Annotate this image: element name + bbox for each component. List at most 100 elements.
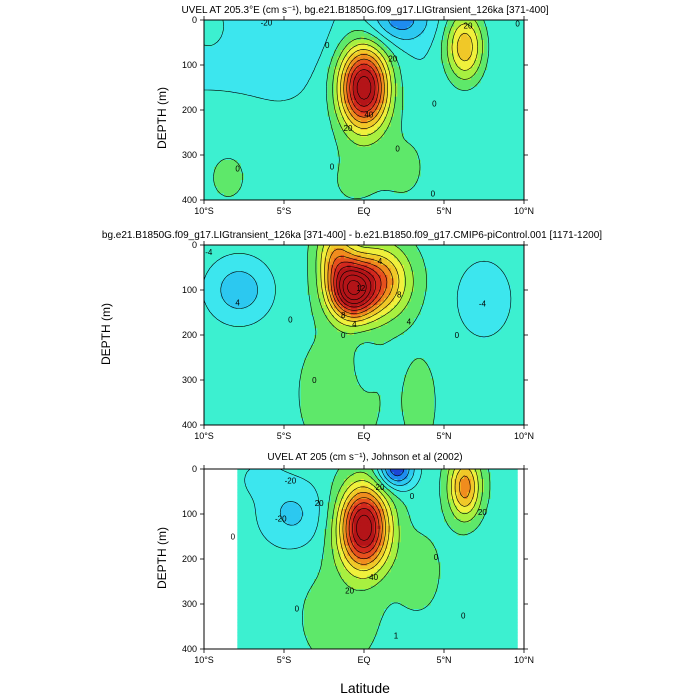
contour-cell [210, 120, 215, 124]
contour-cell [467, 140, 472, 144]
contour-cell [354, 180, 358, 184]
contour-cell [270, 56, 275, 61]
contour-cell [324, 140, 328, 144]
contour-cell [300, 183, 305, 188]
contour-cell [444, 30, 448, 34]
contour-cell [450, 186, 455, 191]
contour-cell [380, 180, 385, 184]
contour-cell [320, 33, 325, 38]
contour-cell [434, 103, 438, 108]
contour-cell [387, 180, 392, 184]
contour-cell [240, 20, 245, 24]
contour-cell [457, 56, 462, 61]
contour-cell [270, 186, 275, 191]
contour-cell [464, 70, 468, 74]
contour-cell [477, 83, 482, 88]
contour-cell [467, 60, 472, 64]
contour-cell [414, 166, 418, 171]
contour-cell [457, 20, 462, 24]
contour-cell [400, 26, 405, 31]
contour-cell [424, 86, 428, 91]
contour-cell [207, 163, 212, 168]
contour-cell [317, 80, 322, 84]
contour-cell [237, 43, 242, 48]
contour-cell [270, 96, 275, 101]
contour-cell [464, 126, 468, 131]
contour-cell [394, 153, 398, 158]
contour-cell [514, 50, 518, 54]
contour-cell [214, 83, 218, 88]
contour-cell [277, 120, 282, 124]
contour-cell [374, 156, 378, 161]
contour-cell [247, 130, 252, 134]
contour-cell [444, 150, 448, 154]
contour-cell [350, 66, 355, 71]
contour-cell [277, 60, 282, 64]
contour-cell [264, 103, 268, 108]
contour-cell [494, 106, 498, 111]
contour-cell [430, 76, 435, 81]
contour-cell [277, 160, 282, 164]
contour-cell [324, 180, 328, 184]
contour-cell [217, 60, 222, 64]
contour-cell [304, 123, 308, 128]
contour-cell [517, 176, 522, 181]
contour-cell [377, 170, 382, 174]
contour-cell [244, 63, 248, 68]
contour-cell [424, 150, 428, 154]
contour-cell [380, 166, 385, 171]
contour-cell [294, 40, 298, 44]
contour-cell [224, 143, 228, 148]
contour-cell [394, 140, 398, 144]
contour-cell [290, 163, 295, 168]
contour-cell [377, 156, 382, 161]
contour-cell [234, 60, 238, 64]
contour-cell [480, 180, 485, 184]
contour-cell [407, 180, 412, 184]
contour-cell [404, 113, 408, 118]
contour-cell [334, 76, 338, 81]
contour-cell [444, 113, 448, 118]
contour-cell [424, 163, 428, 168]
contour-cell [440, 66, 445, 71]
contour-cell [504, 90, 508, 94]
contour-cell [414, 23, 418, 28]
contour-cell [394, 130, 398, 134]
contour-cell [250, 40, 255, 44]
contour-cell [387, 136, 392, 141]
contour-cell [340, 36, 345, 41]
contour-cell [214, 53, 218, 58]
contour-cell [214, 153, 218, 158]
contour-cell [260, 186, 265, 191]
contour-cell [434, 156, 438, 161]
contour-cell [444, 106, 448, 111]
contour-cell [407, 56, 412, 61]
contour-cell [454, 23, 458, 28]
contour-cell [497, 143, 502, 148]
contour-cell [387, 153, 392, 158]
contour-cell [504, 173, 508, 178]
contour-cell [367, 56, 372, 61]
contour-cell [414, 33, 418, 38]
contour-cell [460, 120, 465, 124]
contour-cell [374, 36, 378, 41]
contour-cell [397, 43, 402, 48]
contour-cell [427, 40, 432, 44]
contour-cell [297, 133, 302, 138]
contour-cell [407, 43, 412, 48]
contour-cell [400, 116, 405, 121]
contour-cell [367, 83, 372, 88]
contour-cell [434, 80, 438, 84]
contour-cell [214, 113, 218, 118]
contour-cell [467, 150, 472, 154]
contour-cell [290, 60, 295, 64]
contour-cell [480, 103, 485, 108]
contour-cell [430, 60, 435, 64]
contour-cell [364, 70, 368, 74]
contour-cell [397, 83, 402, 88]
contour-cell [504, 56, 508, 61]
contour-cell [470, 90, 475, 94]
contour-cell [344, 90, 348, 94]
contour-cell [437, 146, 442, 151]
contour-cell [427, 56, 432, 61]
